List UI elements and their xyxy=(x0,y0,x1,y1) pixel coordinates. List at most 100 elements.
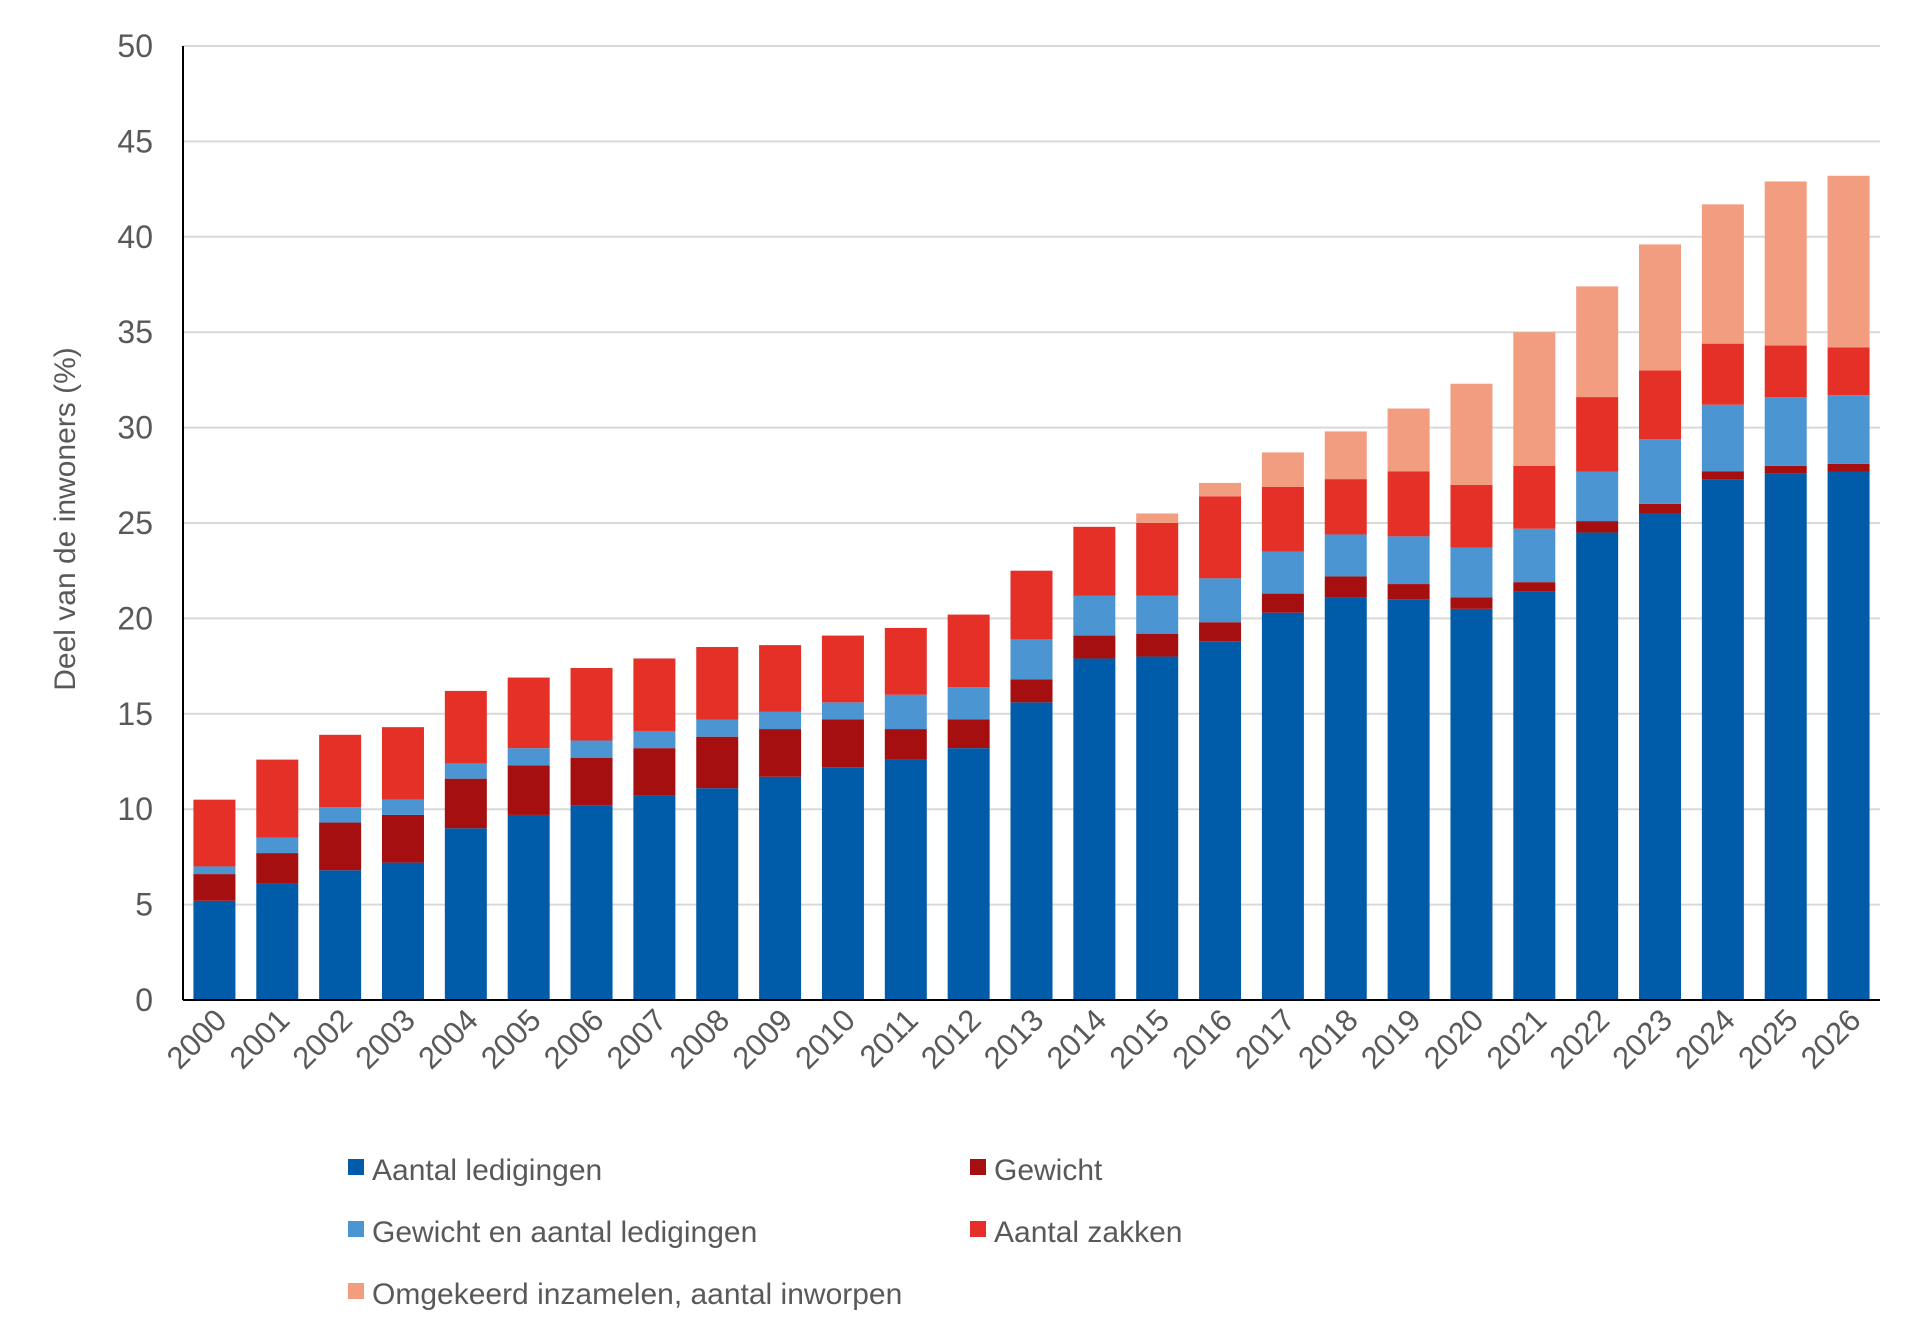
legend-label: Gewicht en aantal ledigingen xyxy=(372,1216,757,1249)
bar-segment xyxy=(884,759,927,1000)
x-tick-label: 2018 xyxy=(1291,1002,1365,1076)
bar-segment xyxy=(1199,496,1242,579)
bar-segment xyxy=(947,748,990,1000)
bar-segment xyxy=(1827,471,1870,1000)
y-tick-label: 45 xyxy=(117,123,153,159)
x-tick-label: 2003 xyxy=(348,1002,422,1076)
bar-segment xyxy=(1073,595,1116,636)
bar-segment xyxy=(193,900,236,1000)
bar-segment xyxy=(1387,471,1430,537)
bar-segment xyxy=(1199,482,1242,497)
x-tick-label: 2011 xyxy=(853,1002,925,1074)
y-tick-label: 20 xyxy=(117,600,153,636)
x-tick-label: 2021 xyxy=(1480,1002,1554,1076)
bar-segment xyxy=(1387,536,1430,585)
bar-segment xyxy=(1513,582,1556,592)
bar-segment xyxy=(193,799,236,867)
bar-segment xyxy=(1136,656,1179,1000)
bar-segment xyxy=(1010,570,1053,640)
bar-segment xyxy=(1387,584,1430,600)
y-tick-label: 40 xyxy=(117,219,153,255)
bar-segment xyxy=(319,870,362,1000)
legend-label: Omgekeerd inzamelen, aantal inworpen xyxy=(372,1278,902,1311)
x-tick-label: 2009 xyxy=(726,1002,800,1076)
x-tick-label: 2024 xyxy=(1668,1002,1742,1076)
bar-segment xyxy=(570,740,613,758)
bar-segment xyxy=(1073,526,1116,596)
bar-segment xyxy=(1136,633,1179,657)
x-tick-label: 2006 xyxy=(537,1002,611,1076)
bar-segment xyxy=(1639,244,1682,371)
y-tick-label: 10 xyxy=(117,791,153,827)
bar-segment xyxy=(633,795,676,1000)
bar-segment xyxy=(1136,595,1179,634)
bar-segment xyxy=(759,645,802,712)
bar-segment xyxy=(633,748,676,796)
bar-segment xyxy=(381,814,424,863)
bar-segment xyxy=(1827,463,1870,472)
bar-segment xyxy=(1199,578,1242,623)
y-tick-label: 35 xyxy=(117,314,153,350)
bar-segment xyxy=(1261,486,1304,552)
bar-segment xyxy=(507,748,550,766)
bars xyxy=(193,175,1870,1001)
bar-segment xyxy=(1261,612,1304,1000)
y-tick-label: 15 xyxy=(117,696,153,732)
bar-segment xyxy=(1576,397,1619,472)
bar-segment xyxy=(1764,473,1807,1001)
legend-label: Aantal ledigingen xyxy=(372,1154,602,1187)
bar-segment xyxy=(1513,591,1556,1000)
bar-segment xyxy=(947,614,990,688)
bar-segment xyxy=(821,719,864,768)
x-tick-label: 2019 xyxy=(1354,1002,1428,1076)
bar-segment xyxy=(319,734,362,808)
x-tick-label: 2022 xyxy=(1543,1002,1617,1076)
y-tick-label: 5 xyxy=(135,887,153,923)
legend-swatch xyxy=(348,1221,364,1237)
bar-segment xyxy=(444,690,487,764)
bar-segment xyxy=(1701,404,1744,472)
bar-segment xyxy=(947,719,990,749)
bar-segment xyxy=(1450,383,1493,485)
bar-segment xyxy=(1576,471,1619,522)
bar-segment xyxy=(884,694,927,730)
legend-swatch xyxy=(970,1221,986,1237)
bar-segment xyxy=(1701,204,1744,344)
x-tick-label: 2016 xyxy=(1165,1002,1239,1076)
bar-segment xyxy=(1764,181,1807,346)
bar-segment xyxy=(696,719,739,737)
bar-segment xyxy=(570,757,613,806)
y-tick-label: 25 xyxy=(117,505,153,541)
bar-segment xyxy=(1450,484,1493,548)
legend: Aantal ledigingen Gewicht Gewicht en aanta… xyxy=(348,1154,1182,1311)
bar-segment xyxy=(1324,576,1367,598)
bar-segment xyxy=(1450,608,1493,1000)
bar-segment xyxy=(1701,343,1744,405)
bar-segment xyxy=(1576,286,1619,398)
bar-segment xyxy=(193,874,236,901)
legend-label: Gewicht xyxy=(994,1154,1103,1187)
y-tick-label: 50 xyxy=(117,28,153,64)
bar-segment xyxy=(884,627,927,695)
bar-segment xyxy=(1073,658,1116,1000)
x-tick-label: 2010 xyxy=(788,1002,862,1076)
bar-segment xyxy=(1010,679,1053,703)
bar-segment xyxy=(193,866,236,875)
bar-segment xyxy=(696,647,739,720)
y-tick-labels: 0 5 10 15 20 25 30 35 40 45 50 xyxy=(117,28,153,1018)
legend-swatch xyxy=(348,1283,364,1299)
x-tick-label: 2001 xyxy=(223,1002,297,1076)
bar-segment xyxy=(1136,513,1179,523)
bar-segment xyxy=(1576,521,1619,533)
legend-label: Aantal zakken xyxy=(994,1216,1182,1249)
bar-segment xyxy=(256,883,299,1000)
bar-segment xyxy=(1324,597,1367,1000)
bar-segment xyxy=(1639,370,1682,440)
bar-segment xyxy=(381,727,424,800)
bar-segment xyxy=(1764,345,1807,398)
bar-segment xyxy=(696,736,739,789)
bar-segment xyxy=(1261,551,1304,594)
bar-segment xyxy=(821,767,864,1000)
x-tick-label: 2026 xyxy=(1794,1002,1868,1076)
bar-segment xyxy=(1827,347,1870,396)
